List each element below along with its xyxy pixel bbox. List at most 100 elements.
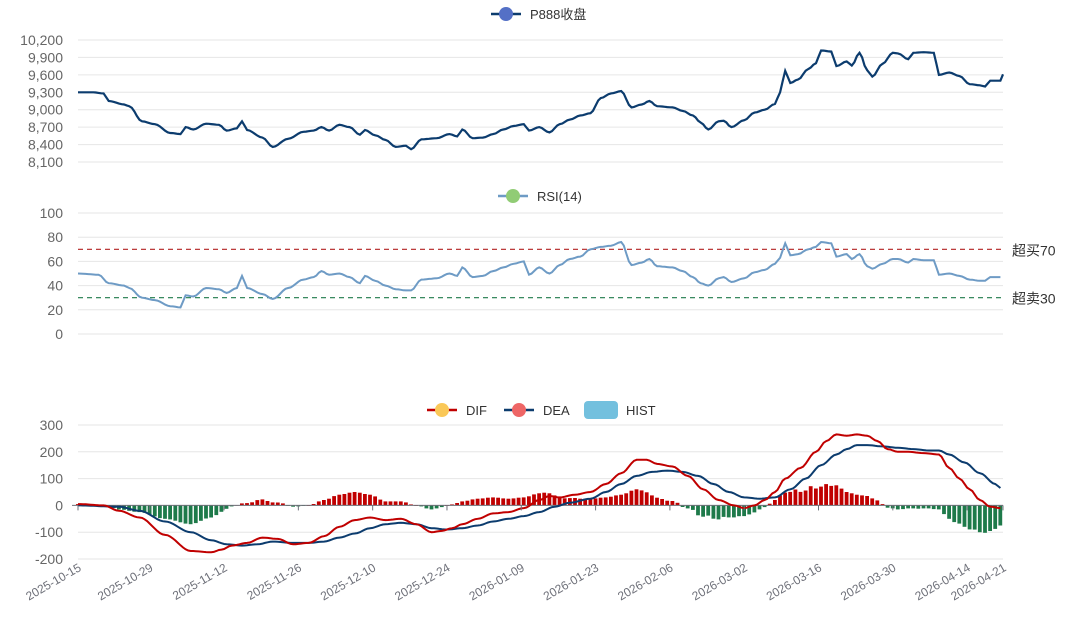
oversold-label: 超卖30 bbox=[1012, 291, 1056, 307]
hist-bar bbox=[916, 505, 921, 509]
hist-bar bbox=[311, 504, 316, 506]
hist-bar bbox=[183, 505, 188, 524]
price-y-tick-label: 9,900 bbox=[28, 49, 63, 65]
hist-bar bbox=[132, 505, 137, 512]
hist-bar bbox=[696, 505, 700, 516]
price-legend-label: P888收盘 bbox=[530, 7, 586, 22]
hist-legend-label: HIST bbox=[626, 403, 656, 418]
hist-bar bbox=[470, 499, 475, 506]
hist-bar bbox=[240, 503, 244, 506]
hist-bar bbox=[706, 505, 711, 516]
hist-bar bbox=[342, 494, 347, 506]
hist-bar bbox=[619, 494, 623, 506]
hist-bar bbox=[854, 494, 859, 506]
hist-bar bbox=[865, 496, 869, 506]
macd-y-tick-label: -200 bbox=[35, 551, 63, 567]
hist-bar bbox=[737, 505, 741, 517]
x-tick-label: 2026-01-09 bbox=[467, 560, 527, 603]
macd-y-tick-label: 300 bbox=[40, 417, 64, 433]
hist-bar bbox=[152, 505, 157, 517]
x-tick-label: 2025-11-26 bbox=[244, 560, 304, 603]
rsi-y-tick-label: 0 bbox=[55, 326, 63, 342]
hist-bar bbox=[275, 502, 280, 506]
hist-bar bbox=[516, 497, 521, 506]
hist-bar bbox=[378, 499, 383, 506]
price-y-tick-label: 8,100 bbox=[28, 154, 63, 170]
hist-bar bbox=[337, 494, 342, 506]
price-y-tick-label: 8,400 bbox=[28, 137, 63, 153]
macd-legend: DIF DEA HIST bbox=[427, 401, 656, 419]
hist-bar bbox=[814, 488, 818, 506]
hist-bar bbox=[952, 505, 957, 523]
rsi-y-tick-label: 100 bbox=[40, 205, 64, 221]
dea-legend-label: DEA bbox=[543, 403, 570, 418]
hist-bar bbox=[721, 505, 726, 517]
hist-legend-marker bbox=[584, 401, 618, 419]
hist-bar bbox=[655, 497, 659, 506]
hist-bar bbox=[788, 491, 793, 506]
price-legend-marker bbox=[499, 7, 513, 21]
hist-bar bbox=[245, 503, 249, 506]
x-tick-label: 2026-03-30 bbox=[838, 560, 898, 603]
hist-bar bbox=[291, 505, 295, 507]
hist-bar bbox=[511, 498, 516, 506]
hist-bar bbox=[798, 491, 803, 506]
hist-bar bbox=[460, 501, 465, 506]
hist-bar bbox=[593, 498, 598, 506]
x-tick-label: 2025-12-10 bbox=[318, 560, 378, 603]
hist-bar bbox=[834, 485, 839, 506]
hist-bar bbox=[583, 498, 588, 506]
hist-bar bbox=[204, 505, 208, 519]
hist-bar bbox=[398, 501, 403, 506]
hist-bar bbox=[716, 505, 721, 520]
hist-bar bbox=[639, 490, 644, 506]
hist-bar bbox=[501, 498, 506, 506]
hist-bar bbox=[578, 498, 582, 506]
macd-y-tick-label: 100 bbox=[40, 471, 64, 487]
rsi-legend-label: RSI(14) bbox=[537, 189, 582, 204]
hist-bar bbox=[209, 505, 213, 518]
hist-bar bbox=[885, 505, 890, 508]
hist-bar bbox=[327, 498, 331, 506]
x-tick-label: 2026-03-16 bbox=[764, 560, 824, 603]
date-x-axis: 2025-10-15 2025-10-29 2025-11-12 2025-11-26… bbox=[23, 505, 1009, 603]
hist-bar bbox=[322, 500, 326, 506]
hist-bar bbox=[967, 505, 972, 530]
hist-bar bbox=[250, 502, 254, 506]
hist-legend[interactable]: HIST bbox=[584, 401, 656, 419]
rsi-y-axis: 0 20 40 60 80 100 bbox=[40, 205, 64, 342]
hist-bar bbox=[875, 500, 880, 506]
hist-bar bbox=[552, 495, 557, 506]
rsi-legend[interactable]: RSI(14) bbox=[498, 189, 582, 204]
hist-bar bbox=[732, 505, 736, 518]
hist-bar bbox=[224, 505, 229, 509]
rsi-series-line bbox=[77, 240, 1001, 309]
hist-bar bbox=[691, 505, 695, 510]
dif-legend[interactable]: DIF bbox=[427, 403, 487, 418]
hist-bar bbox=[527, 496, 531, 506]
hist-bar bbox=[742, 505, 746, 517]
rsi-legend-marker bbox=[506, 189, 520, 203]
hist-bar bbox=[942, 505, 946, 515]
hist-bar bbox=[163, 505, 167, 519]
hist-bar bbox=[783, 492, 787, 506]
price-legend[interactable]: P888收盘 bbox=[491, 7, 586, 22]
hist-bar bbox=[434, 505, 439, 509]
hist-bar bbox=[429, 505, 434, 510]
hist-bar bbox=[383, 501, 388, 506]
rsi-y-tick-label: 40 bbox=[47, 278, 63, 294]
hist-bar bbox=[773, 500, 777, 506]
hist-bar bbox=[270, 502, 275, 506]
hist-bar bbox=[316, 501, 321, 506]
hist-bar bbox=[614, 495, 618, 506]
dea-legend[interactable]: DEA bbox=[504, 403, 570, 418]
hist-bar bbox=[660, 499, 664, 506]
hist-bar bbox=[829, 485, 834, 506]
hist-bar bbox=[598, 497, 603, 506]
hist-bar bbox=[778, 495, 782, 506]
hist-bar bbox=[199, 505, 203, 521]
hist-bar bbox=[480, 498, 485, 506]
hist-bar bbox=[931, 505, 936, 510]
dea-legend-marker bbox=[512, 403, 526, 417]
hist-bar bbox=[901, 505, 905, 510]
